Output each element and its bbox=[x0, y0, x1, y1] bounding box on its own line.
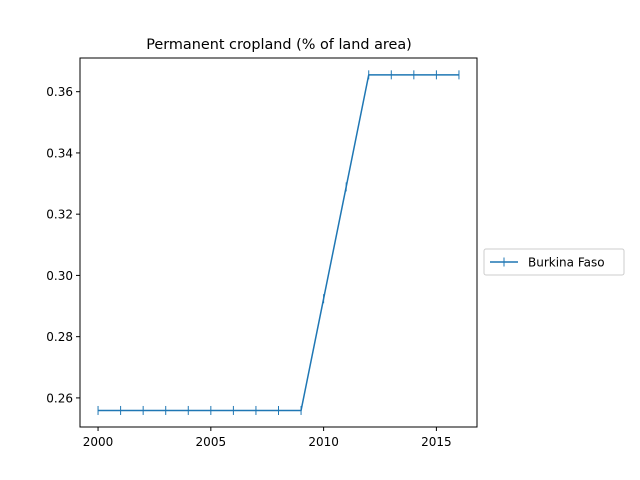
y-tick-label: 0.26 bbox=[46, 391, 73, 405]
chart-title: Permanent cropland (% of land area) bbox=[146, 37, 412, 53]
x-tick-label: 2005 bbox=[196, 435, 227, 449]
y-tick-label: 0.28 bbox=[46, 330, 73, 344]
series-layer bbox=[97, 70, 460, 415]
y-axis: 0.26 0.28 0.30 0.32 0.34 0.36 bbox=[46, 85, 80, 405]
y-tick-label: 0.34 bbox=[46, 146, 73, 160]
y-tick-label: 0.30 bbox=[46, 269, 73, 283]
legend-box bbox=[483, 248, 625, 276]
x-axis: 2000 2005 2010 2015 bbox=[83, 427, 452, 449]
plot-area bbox=[79, 57, 478, 428]
y-tick-label: 0.36 bbox=[46, 85, 73, 99]
x-tick-label: 2000 bbox=[83, 435, 114, 449]
legend-label-burkina-faso: Burkina Faso bbox=[528, 256, 605, 270]
x-tick-label: 2010 bbox=[308, 435, 339, 449]
x-tick-label: 2015 bbox=[421, 435, 452, 449]
y-tick-label: 0.32 bbox=[46, 208, 73, 222]
legend: Burkina Faso bbox=[483, 248, 625, 276]
